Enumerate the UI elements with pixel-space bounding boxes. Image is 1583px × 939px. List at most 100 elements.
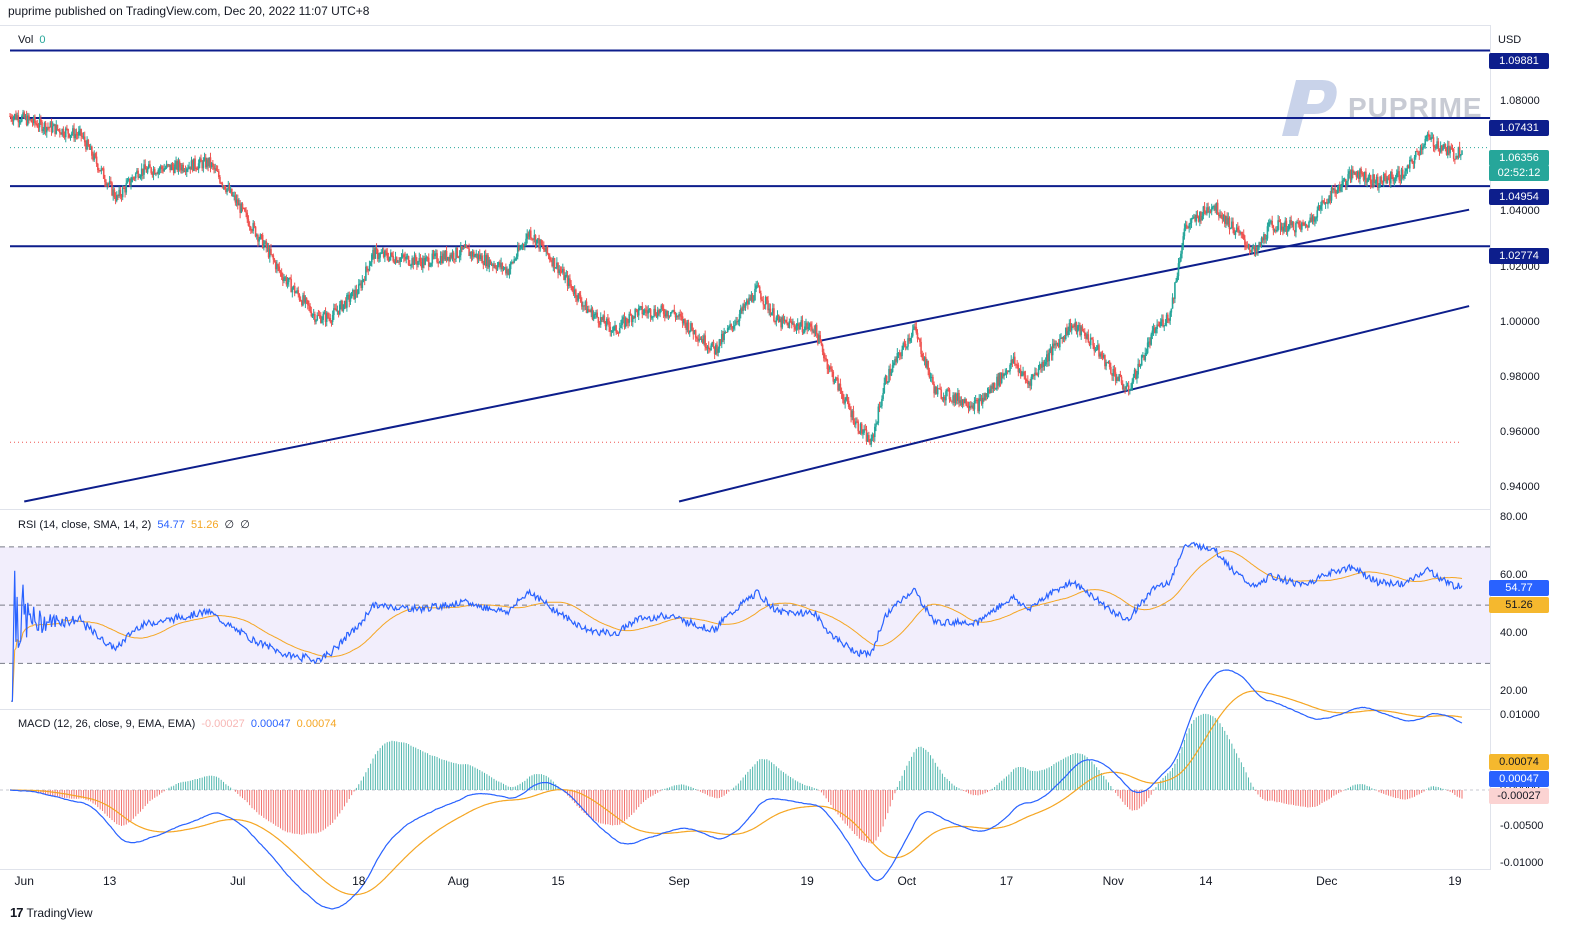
candle-body [960, 400, 963, 406]
candle-body [1126, 385, 1129, 387]
candle-body [683, 318, 685, 324]
candle-body [943, 397, 946, 401]
candle-body [722, 333, 724, 341]
candle-body [735, 321, 737, 326]
candle-body [305, 297, 308, 301]
x-axis-tick: Dec [1316, 874, 1338, 888]
candle-body [36, 124, 39, 128]
candle-body [1094, 349, 1097, 351]
candle-body [196, 169, 199, 171]
candle-body [1360, 168, 1362, 174]
candle-body [824, 358, 826, 360]
candle-body [353, 289, 355, 300]
candle-body [1404, 171, 1406, 177]
candle-body [1448, 145, 1450, 154]
candle-body [641, 306, 644, 315]
candle-body [146, 168, 149, 173]
candle-body [379, 253, 381, 258]
candle-body [426, 257, 429, 259]
candle-body [1196, 214, 1199, 217]
candle-body [838, 383, 841, 391]
candle-body [579, 295, 582, 302]
candle-body [496, 265, 499, 270]
candle-body [1175, 280, 1177, 283]
candle-body [1390, 172, 1392, 184]
candle-body [31, 122, 34, 124]
candle-body [1399, 179, 1402, 181]
candle-body [217, 171, 220, 178]
tradingview-footer[interactable]: 17 TradingView [10, 905, 93, 920]
candle-body [417, 261, 419, 265]
candle-body [1289, 220, 1291, 225]
candle-body [336, 310, 339, 312]
candle-body [19, 121, 22, 123]
candle-body [576, 297, 578, 301]
candle-body [1180, 253, 1182, 262]
candle-body [1095, 349, 1098, 351]
candle-body [998, 372, 1001, 386]
candle-body [780, 318, 782, 328]
candle-body [1177, 263, 1180, 277]
candle-body [416, 261, 418, 265]
candle-body [1229, 227, 1232, 230]
candle-body [1194, 216, 1196, 222]
candle-body [589, 310, 591, 313]
candle-body [729, 324, 731, 328]
candle-body [254, 226, 257, 237]
candle-body [337, 310, 340, 315]
candle-body [1452, 149, 1455, 159]
candle-body [366, 266, 368, 270]
candle-body [913, 326, 915, 330]
vol-label: Vol [18, 34, 34, 46]
candle-body [1309, 217, 1311, 222]
candle-body [507, 269, 510, 275]
candle-body [209, 157, 212, 167]
candle-body [185, 168, 188, 172]
candle-body [393, 261, 396, 264]
candle-body [782, 317, 785, 321]
candle-body [671, 311, 673, 313]
candle-body [983, 397, 985, 401]
candle-body [478, 254, 481, 260]
rsi-legend: RSI (14, close, SMA, 14, 2) 54.77 51.26 … [18, 518, 250, 531]
candle-body [111, 182, 113, 196]
candle-body [85, 142, 87, 150]
candle-body [881, 398, 883, 406]
candle-body [68, 133, 71, 138]
candle-body [452, 252, 455, 259]
candle-body [688, 330, 691, 333]
candle-body [706, 346, 709, 349]
candle-body [509, 262, 512, 270]
candle-body [611, 330, 614, 332]
candle-body [951, 400, 953, 402]
candle-body [977, 400, 979, 412]
candle-body [1403, 176, 1405, 179]
candle-body [62, 128, 65, 136]
candle-body [100, 168, 103, 172]
x-axis-tick: Sep [668, 874, 690, 888]
candle-body [171, 164, 174, 168]
candle-body [413, 255, 416, 265]
candle-body [822, 351, 825, 359]
candle-body [736, 321, 738, 323]
candle-body [83, 136, 86, 143]
candle-body [1284, 220, 1287, 228]
candle-body [474, 255, 476, 258]
candle-body [554, 267, 557, 269]
candle-body [1392, 177, 1394, 182]
x-axis-tick: Nov [1102, 874, 1124, 888]
candle-body [875, 423, 877, 427]
x-axis-tick: 17 [999, 874, 1014, 888]
candle-body [1091, 337, 1093, 340]
candle-body [958, 393, 960, 403]
candle-body [1413, 157, 1416, 164]
candle-body [1060, 337, 1062, 339]
candle-body [999, 372, 1002, 383]
candle-body [1218, 214, 1220, 217]
candle-body [220, 182, 222, 184]
candle-body [532, 238, 534, 240]
candle-body [476, 253, 479, 260]
candle-body [124, 188, 126, 193]
candle-body [55, 124, 58, 134]
